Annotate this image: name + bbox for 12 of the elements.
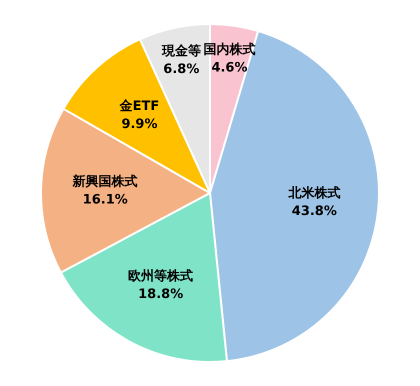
data-label: 18.8% (138, 286, 184, 302)
data-label: 43.8% (292, 204, 337, 220)
slice-label: 国内株式 (203, 42, 256, 58)
slice-label: 欧州等株式 (128, 268, 194, 284)
data-label: 16.1% (82, 192, 128, 208)
slice-label: 金ETF (118, 98, 160, 114)
slice-label: 新興国株式 (72, 174, 138, 190)
data-label: 4.6% (211, 60, 248, 76)
slice-label: 北米株式 (287, 185, 340, 202)
data-label: 9.9% (121, 116, 158, 132)
slice-label: 現金等 (160, 44, 201, 60)
data-label: 6.8% (163, 62, 200, 78)
